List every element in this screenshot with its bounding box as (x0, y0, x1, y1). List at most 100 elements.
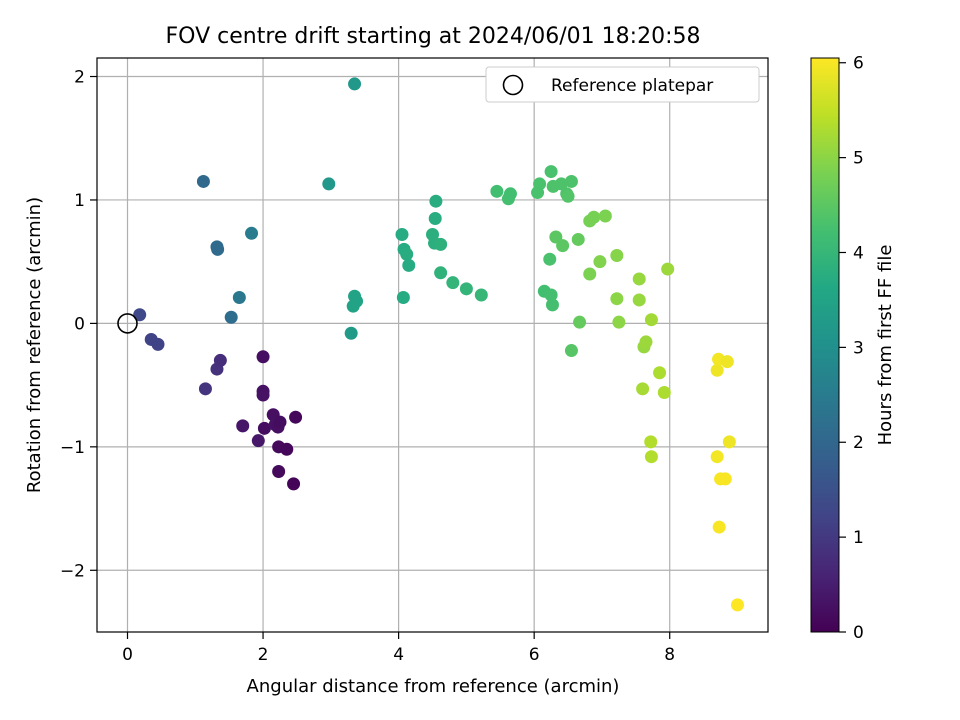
colorbar-label: Hours from first FF file (875, 245, 896, 446)
scatter-point (196, 174, 210, 188)
scatter-point (722, 435, 736, 449)
scatter-point (344, 326, 358, 340)
scatter-point (556, 239, 570, 253)
scatter-point (564, 344, 578, 358)
colorbar-tick-label: 0 (853, 623, 864, 643)
plot-frame (96, 57, 769, 633)
y-tick-label: −2 (60, 561, 85, 581)
scatter-point (710, 450, 724, 464)
scatter-point (459, 282, 473, 296)
scatter-point (245, 226, 259, 240)
scatter-point (474, 288, 488, 302)
y-tick-label: −1 (60, 438, 85, 458)
scatter-point (653, 366, 667, 380)
y-tick-label: 1 (74, 191, 85, 211)
scatter-point (632, 293, 646, 307)
colorbar-tick-label: 6 (853, 54, 864, 74)
reference-marker (117, 313, 138, 334)
scatter-point (718, 472, 732, 486)
colorbar-tick-label: 5 (853, 149, 864, 169)
colorbar-gradient (810, 57, 840, 633)
scatter-point (545, 298, 559, 312)
scatter-point (544, 165, 558, 179)
scatter-point (446, 276, 460, 290)
scatter-point (598, 209, 612, 223)
scatter-point (272, 465, 286, 479)
scatter-point (593, 255, 607, 269)
x-tick-label: 4 (393, 645, 404, 665)
scatter-point (503, 187, 517, 201)
scatter-point (544, 288, 558, 302)
scatter-point (561, 189, 575, 203)
scatter-point (543, 252, 557, 266)
scatter-point (429, 194, 443, 208)
scatter-point (348, 77, 362, 91)
scatter-point (395, 228, 409, 242)
scatter-point (396, 290, 410, 304)
scatter-point (256, 388, 270, 402)
y-tick-label: 0 (74, 314, 85, 334)
scatter-point (198, 382, 212, 396)
scatter-point (720, 355, 734, 369)
scatter-point (636, 382, 650, 396)
scatter-point (661, 262, 675, 276)
scatter-point (644, 450, 658, 464)
scatter-point (710, 363, 724, 377)
colorbar-tick-label: 1 (853, 528, 864, 548)
scatter-point (712, 520, 726, 534)
x-tick-label: 0 (122, 645, 133, 665)
x-tick-label: 2 (258, 645, 269, 665)
x-tick-label: 8 (664, 645, 675, 665)
scatter-point (610, 292, 624, 306)
scatter-point (644, 435, 658, 449)
scatter-point (639, 335, 653, 349)
scatter-point (213, 353, 227, 367)
scatter-point (632, 272, 646, 286)
scatter-point (571, 232, 585, 246)
scatter-point (657, 386, 671, 400)
colorbar: 0 1 2 3 4 5 6 Hours from first FF file (810, 54, 896, 643)
scatter-point (644, 313, 658, 327)
scatter-point (587, 210, 601, 224)
colorbar-tick-label: 4 (853, 243, 864, 263)
scatter-point (400, 247, 414, 261)
x-axis-ticks: 0 2 4 6 8 (122, 632, 675, 665)
scatter-point (583, 267, 597, 281)
y-axis-ticks: −2 −1 0 1 2 (60, 68, 97, 581)
scatter-point (490, 184, 504, 198)
scatter-point (289, 410, 303, 424)
scatter-point (211, 242, 225, 256)
scatter-point (151, 337, 165, 351)
scatter-point (610, 249, 624, 263)
scatter-point (402, 258, 416, 272)
colorbar-tick-label: 3 (853, 338, 864, 358)
y-axis-label: Rotation from reference (arcmin) (24, 197, 45, 493)
scatter-points (133, 77, 744, 612)
colorbar-tick-label: 2 (853, 433, 864, 453)
legend-label-reference: Reference platepar (551, 76, 713, 96)
scatter-point (287, 477, 301, 491)
scatter-point (554, 177, 568, 191)
legend-marker-reference (502, 74, 524, 96)
scatter-point (533, 177, 547, 191)
y-tick-label: 2 (74, 68, 85, 88)
scatter-point (236, 419, 250, 433)
scatter-point (731, 598, 744, 612)
chart-title: FOV centre drift starting at 2024/06/01 … (166, 24, 701, 49)
x-axis-label: Angular distance from reference (arcmin) (247, 676, 620, 697)
scatter-point (251, 434, 265, 448)
scatter-point (232, 290, 246, 304)
colorbar-ticks: 0 1 2 3 4 5 6 (839, 54, 864, 643)
scatter-point (224, 310, 238, 324)
scatter-point (280, 442, 294, 456)
scatter-point (434, 237, 448, 251)
scatter-point (256, 350, 270, 364)
scatter-point (428, 211, 442, 225)
scatter-point (612, 315, 626, 329)
legend-box (485, 66, 760, 103)
scatter-point (564, 174, 578, 188)
scatter-point (322, 177, 336, 191)
scatter-point (573, 315, 587, 329)
